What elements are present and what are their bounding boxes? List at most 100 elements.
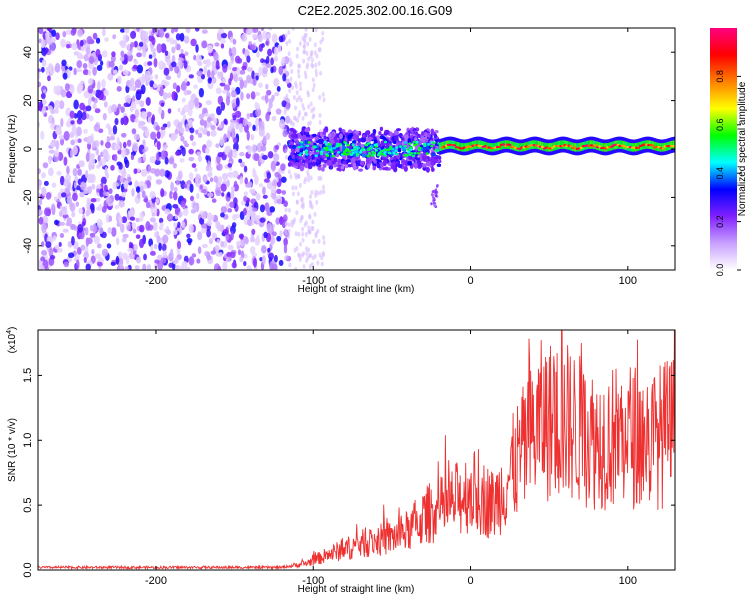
heatmap-cell <box>459 142 462 152</box>
heatmap-cell <box>294 105 298 111</box>
heatmap-cell <box>66 43 70 49</box>
heatmap-cell <box>75 254 80 260</box>
heatmap-cell <box>430 149 436 153</box>
heatmap-cell <box>391 162 397 166</box>
heatmap-cell <box>141 111 147 120</box>
heatmap-cell <box>302 134 307 139</box>
heatmap-cell <box>120 40 127 49</box>
heatmap-cell <box>43 47 49 54</box>
heatmap-cell <box>142 48 147 58</box>
heatmap-cell <box>47 75 51 82</box>
heatmap-cell <box>336 167 341 171</box>
heatmap-cell <box>407 137 411 144</box>
heatmap-cell <box>515 142 518 152</box>
heatmap-cell <box>137 157 142 164</box>
heatmap-cell <box>409 146 413 149</box>
heatmap-cell <box>307 56 311 62</box>
heatmap-cell <box>430 155 435 161</box>
heatmap-cell <box>114 204 119 210</box>
heatmap-cell <box>231 102 236 109</box>
heatmap-cell <box>38 259 42 267</box>
heatmap-cell <box>91 90 97 95</box>
heatmap-cell <box>181 97 186 103</box>
heatmap-cell <box>260 145 267 152</box>
heatmap-cell <box>295 199 299 205</box>
heatmap-cell <box>88 115 94 122</box>
heatmap-cell <box>206 130 211 137</box>
heatmap-cell <box>253 153 260 162</box>
heatmap-cell <box>78 207 84 215</box>
heatmap-cell <box>131 222 137 229</box>
heatmap-cell <box>114 144 121 151</box>
heatmap-cell <box>172 191 178 201</box>
heatmap-cell <box>364 143 368 147</box>
heatmap-cell <box>221 89 228 94</box>
heatmap-cell <box>145 180 152 189</box>
heatmap-cell <box>255 214 261 224</box>
heatmap-cell <box>434 194 438 198</box>
heatmap-cell <box>351 140 357 144</box>
x-tick-label: 0 <box>467 575 473 587</box>
heatmap-cell <box>139 238 145 249</box>
heatmap-cell <box>63 261 70 268</box>
heatmap-cell <box>243 253 248 259</box>
heatmap-cell <box>167 108 172 114</box>
heatmap-cell <box>254 91 261 97</box>
heatmap-cell <box>119 223 125 233</box>
heatmap-cell <box>169 248 174 259</box>
heatmap-cell <box>304 149 308 152</box>
heatmap-cell <box>74 138 78 144</box>
heatmap-cell <box>317 47 321 53</box>
heatmap-cell <box>240 91 244 101</box>
heatmap-cell <box>309 175 313 181</box>
heatmap-cell <box>195 202 200 213</box>
heatmap-cell <box>312 239 316 245</box>
heatmap-cell <box>402 146 407 151</box>
heatmap-cell <box>101 79 106 89</box>
heatmap-cell <box>78 54 85 60</box>
heatmap-cell <box>313 145 317 149</box>
heatmap-cell <box>219 82 226 87</box>
heatmap-cell <box>92 223 97 234</box>
heatmap-cell <box>482 141 485 150</box>
heatmap-cell <box>431 152 436 157</box>
heatmap-cell <box>220 32 228 39</box>
heatmap-cell <box>156 43 163 54</box>
heatmap-cell <box>671 145 675 148</box>
heatmap-cell <box>276 199 282 204</box>
heatmap-cell <box>160 126 166 131</box>
snr-panel: -200 -100 0 100 0.0 0.5 1.0 1.5 Height of stra… <box>6 327 676 595</box>
heatmap-cell <box>187 119 193 128</box>
heatmap-cell <box>251 252 257 258</box>
heatmap-cell <box>147 115 153 124</box>
heatmap-cell <box>299 145 304 148</box>
heatmap-cell <box>256 51 260 58</box>
heatmap-cell <box>188 74 195 79</box>
heatmap-cell <box>150 47 157 53</box>
heatmap-cell <box>76 118 83 125</box>
snr-x-axis: -200 -100 0 100 <box>145 330 637 587</box>
heatmap-cell <box>139 185 144 193</box>
heatmap-cell <box>211 60 216 69</box>
heatmap-cell <box>150 244 154 252</box>
snr-frame <box>37 329 676 571</box>
y-tick-label: 1.0 <box>22 433 34 448</box>
heatmap-cell <box>497 145 502 149</box>
heatmap-cell <box>242 80 248 88</box>
heatmap-cell <box>403 144 407 148</box>
heatmap-cell <box>143 253 147 261</box>
heatmap-cell <box>195 129 199 135</box>
heatmap-cell <box>427 132 431 138</box>
heatmap-cell <box>295 89 299 95</box>
heatmap-cell <box>267 151 274 159</box>
heatmap-cell <box>206 69 211 79</box>
heatmap-cell <box>569 145 573 148</box>
heatmap-cell <box>196 258 201 264</box>
heatmap-cell <box>314 154 318 157</box>
heatmap-cell <box>119 263 124 270</box>
heatmap-cell <box>108 215 113 222</box>
heatmap-cell <box>195 54 202 65</box>
heatmap-cell <box>233 180 238 188</box>
heatmap-cell <box>188 224 194 234</box>
heatmap-cell <box>186 237 193 244</box>
